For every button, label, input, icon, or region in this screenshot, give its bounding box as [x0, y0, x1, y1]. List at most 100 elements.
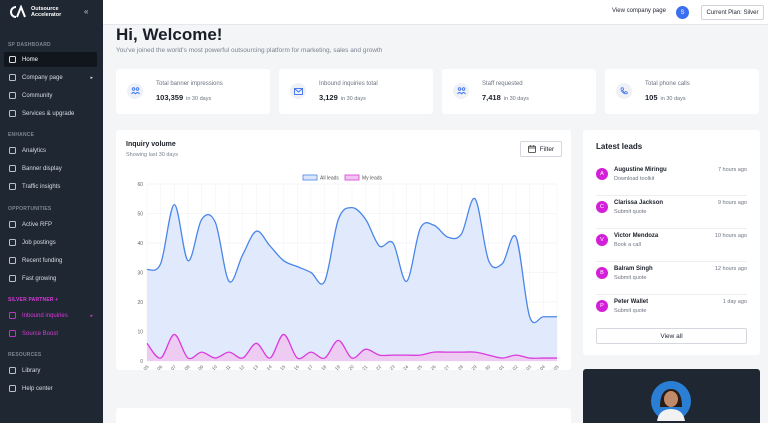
home-icon	[9, 56, 16, 63]
view-all-leads-button[interactable]: View all	[596, 328, 747, 344]
stat-label: Total banner impressions	[156, 81, 223, 87]
lead-time: 10 hours ago	[714, 233, 747, 239]
sidebar-item-home[interactable]: Home	[4, 52, 97, 67]
stat-card-staff-requested: Staff requested 7,418 in 30 days	[442, 69, 596, 114]
lead-avatar: B	[596, 267, 608, 279]
current-plan-button[interactable]: Current Plan: Silver	[701, 5, 764, 20]
section-resources: RESOURCES	[8, 352, 42, 358]
stat-label: Total phone calls	[645, 81, 690, 87]
lead-name: Clarissa Jackson	[614, 200, 664, 206]
traffic-icon	[9, 183, 16, 190]
users-icon	[9, 92, 16, 99]
user-avatar[interactable]: S	[676, 6, 689, 19]
page-title: Hi, Welcome!	[116, 25, 223, 44]
sidebar-item-help-center[interactable]: Help center	[4, 381, 97, 396]
inbox-icon	[9, 312, 16, 319]
legend-swatch	[302, 174, 318, 181]
legend-label: All leads	[320, 176, 339, 182]
filter-button[interactable]: Filter	[520, 141, 562, 157]
lead-avatar: P	[596, 300, 608, 312]
account-manager-card	[583, 369, 760, 423]
inquiry-title: Inquiry volume	[126, 141, 176, 148]
latest-leads-card: Latest leads A Augustine Miringu Downloa…	[583, 130, 760, 355]
sidebar-item-library[interactable]: Library	[4, 363, 97, 378]
banner-icon	[9, 165, 16, 172]
stat-value: 7,418 in 30 days	[482, 93, 529, 102]
y-tick-label: 30	[137, 270, 143, 276]
sidebar-item-inbound-inquiries[interactable]: Inbound inquiries ▸	[4, 308, 97, 323]
logo-icon	[10, 5, 26, 18]
stat-card-banner-impressions: Total banner impressions 103,359 in 30 da…	[116, 69, 270, 114]
lead-time: 7 hours ago	[717, 167, 747, 173]
latest-leads-title: Latest leads	[596, 142, 643, 151]
sidebar-item-recent-funding[interactable]: Recent funding	[4, 253, 97, 268]
account-manager-photo	[651, 381, 691, 421]
lead-name: Victor Mendoza	[614, 233, 659, 239]
caret-right-icon: ▸	[90, 312, 93, 319]
briefcase-icon	[9, 239, 16, 246]
lead-name: Balram Singh	[614, 266, 653, 272]
help-icon	[9, 385, 16, 392]
y-tick-label: 50	[137, 211, 143, 217]
lead-item[interactable]: V Victor Mendoza Book a call 10 hours ag…	[596, 229, 747, 262]
lead-time: 1 day ago	[722, 299, 747, 305]
brand-name: Outsource Accelerator	[31, 6, 62, 18]
dollar-icon	[9, 257, 16, 264]
view-company-page-link[interactable]: View company page	[612, 8, 666, 14]
y-tick-label: 0	[140, 359, 143, 365]
sidebar-item-active-rfp[interactable]: Active RFP	[4, 217, 97, 232]
section-silver-partner: SILVER PARTNER +	[8, 297, 59, 303]
sidebar-item-traffic-insights[interactable]: Traffic insights	[4, 179, 97, 194]
lead-avatar: A	[596, 168, 608, 180]
sidebar-item-community[interactable]: Community	[4, 88, 97, 103]
sidebar-item-source-boost[interactable]: Source Boost	[4, 326, 97, 341]
y-tick-label: 40	[137, 241, 143, 247]
bottom-card	[116, 408, 571, 423]
lead-action: Submit quote	[614, 209, 647, 215]
stat-value: 105 in 30 days	[645, 93, 686, 102]
sidebar-item-services[interactable]: Services & upgrade	[4, 106, 97, 121]
sidebar-item-analytics[interactable]: Analytics	[4, 143, 97, 158]
sidebar-item-company-page[interactable]: Company page ▸	[4, 70, 97, 85]
y-tick-label: 10	[137, 329, 143, 335]
section-opportunities: OPPORTUNITIES	[8, 206, 52, 212]
inquiry-volume-chart: 01020304050602022-06-052022-06-062022-06…	[130, 174, 560, 370]
lead-action: Submit quote	[614, 275, 647, 281]
caret-right-icon: ▸	[90, 74, 93, 81]
top-bar: View company page S Current Plan: Silver	[103, 0, 768, 25]
section-enhance: ENHANCE	[8, 132, 35, 138]
document-icon	[9, 221, 16, 228]
sidebar-item-banner-display[interactable]: Banner display	[4, 161, 97, 176]
stat-value: 103,359 in 30 days	[156, 93, 212, 102]
lead-item[interactable]: B Balram Singh Submit quote 12 hours ago	[596, 262, 747, 295]
lead-item[interactable]: C Clarissa Jackson Submit quote 9 hours …	[596, 196, 747, 229]
lead-item[interactable]: P Peter Wallet Submit quote 1 day ago	[596, 295, 747, 328]
book-icon	[9, 367, 16, 374]
boost-icon	[9, 330, 16, 337]
brand-logo[interactable]: Outsource Accelerator	[8, 5, 61, 19]
users-group-icon	[453, 83, 469, 99]
building-icon	[9, 74, 16, 81]
stat-value: 3,129 in 30 days	[319, 93, 366, 102]
tag-icon	[9, 110, 16, 117]
lead-time: 9 hours ago	[717, 200, 747, 206]
chart-icon	[9, 147, 16, 154]
sidebar-item-job-postings[interactable]: Job postings	[4, 235, 97, 250]
phone-icon	[616, 83, 632, 99]
calendar-icon	[527, 145, 536, 153]
y-tick-label: 60	[137, 182, 143, 188]
stat-label: Inbound inquiries total	[319, 81, 378, 87]
stat-card-phone-calls: Total phone calls 105 in 30 days	[605, 69, 759, 114]
page-subtitle: You've joined the world's most powerful …	[116, 47, 383, 54]
legend-swatch	[344, 174, 360, 181]
lead-time: 12 hours ago	[714, 266, 747, 272]
inquiry-subtitle: Showing last 30 days	[126, 152, 178, 158]
inquiry-volume-card: Inquiry volume Showing last 30 days Filt…	[116, 130, 571, 370]
lead-avatar: C	[596, 201, 608, 213]
sidebar-item-fast-growing[interactable]: Fast growing	[4, 271, 97, 286]
users-group-icon	[127, 83, 143, 99]
collapse-sidebar-icon[interactable]: «	[84, 7, 89, 16]
lead-item[interactable]: A Augustine Miringu Download toolkit 7 h…	[596, 163, 747, 196]
lead-name: Augustine Miringu	[614, 167, 667, 173]
section-sp-dashboard: SP DASHBOARD	[8, 42, 51, 48]
